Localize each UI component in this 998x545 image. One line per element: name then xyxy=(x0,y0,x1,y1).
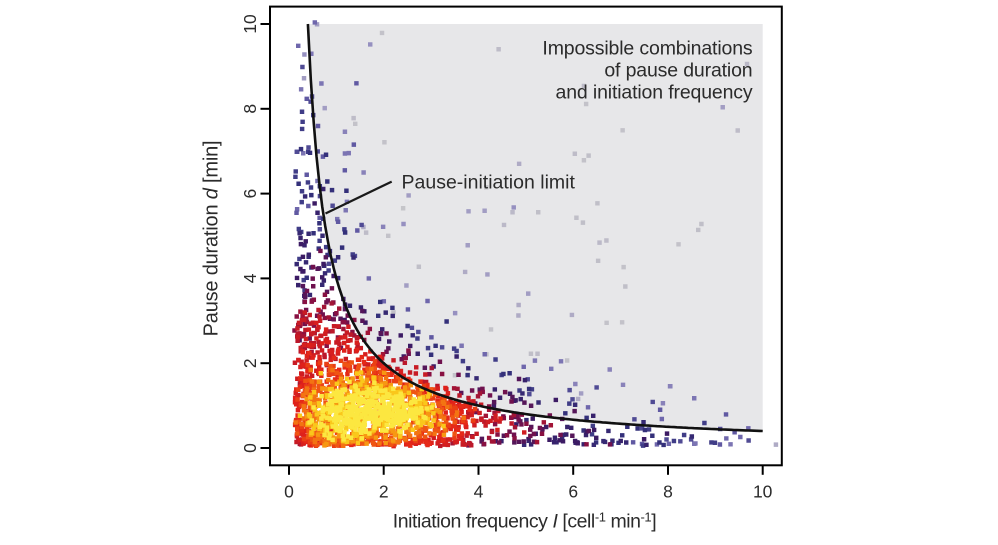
svg-text:10: 10 xyxy=(240,14,260,34)
svg-text:8: 8 xyxy=(240,104,260,114)
svg-text:4: 4 xyxy=(474,482,484,502)
svg-text:10: 10 xyxy=(753,482,773,502)
svg-text:0: 0 xyxy=(284,482,294,502)
svg-text:4: 4 xyxy=(240,273,260,283)
svg-text:0: 0 xyxy=(240,443,260,453)
svg-text:8: 8 xyxy=(663,482,673,502)
svg-text:2: 2 xyxy=(240,358,260,368)
svg-text:Impossible combinations: Impossible combinations xyxy=(542,38,752,60)
svg-text:Pause-initiation limit: Pause-initiation limit xyxy=(402,172,576,194)
svg-text:Initiation frequency I [cell-1: Initiation frequency I [cell-1 min-1] xyxy=(393,509,656,532)
svg-text:and initiation frequency: and initiation frequency xyxy=(556,82,753,104)
svg-text:6: 6 xyxy=(568,482,578,502)
svg-text:Pause duration d [min]: Pause duration d [min] xyxy=(201,141,223,337)
svg-text:of pause duration: of pause duration xyxy=(604,60,752,82)
svg-text:2: 2 xyxy=(379,482,389,502)
svg-text:6: 6 xyxy=(240,189,260,199)
